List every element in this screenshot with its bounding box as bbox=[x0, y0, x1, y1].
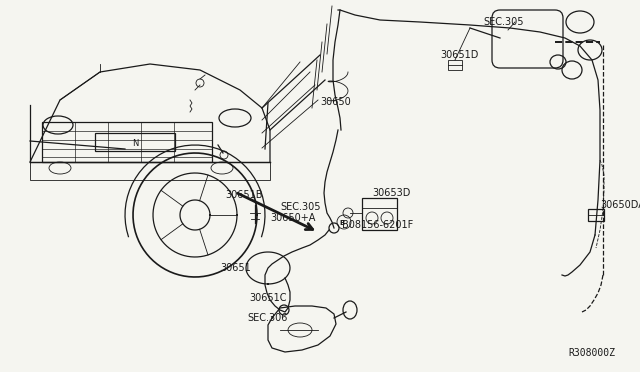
Text: 30651B: 30651B bbox=[225, 190, 262, 200]
Text: SEC.306: SEC.306 bbox=[247, 313, 287, 323]
Text: SEC.305: SEC.305 bbox=[280, 202, 321, 212]
Text: 30653D: 30653D bbox=[372, 188, 410, 198]
Bar bbox=[448, 60, 462, 70]
Bar bbox=[362, 198, 397, 230]
Text: SEC.305: SEC.305 bbox=[483, 17, 524, 27]
Bar bbox=[95, 133, 175, 151]
Text: B08156-6201F: B08156-6201F bbox=[342, 220, 413, 230]
Text: 30650DA: 30650DA bbox=[600, 200, 640, 210]
Text: 30650: 30650 bbox=[320, 97, 351, 107]
Text: 30651D: 30651D bbox=[440, 50, 478, 60]
Text: R308000Z: R308000Z bbox=[568, 348, 615, 358]
Bar bbox=[30, 162, 270, 180]
Text: N: N bbox=[132, 140, 138, 148]
Text: 30651: 30651 bbox=[220, 263, 251, 273]
Bar bbox=[42, 122, 212, 162]
Text: B: B bbox=[339, 220, 344, 226]
Text: 30651C: 30651C bbox=[249, 293, 287, 303]
Text: 30650+A: 30650+A bbox=[270, 213, 316, 223]
Bar bbox=[588, 209, 604, 221]
